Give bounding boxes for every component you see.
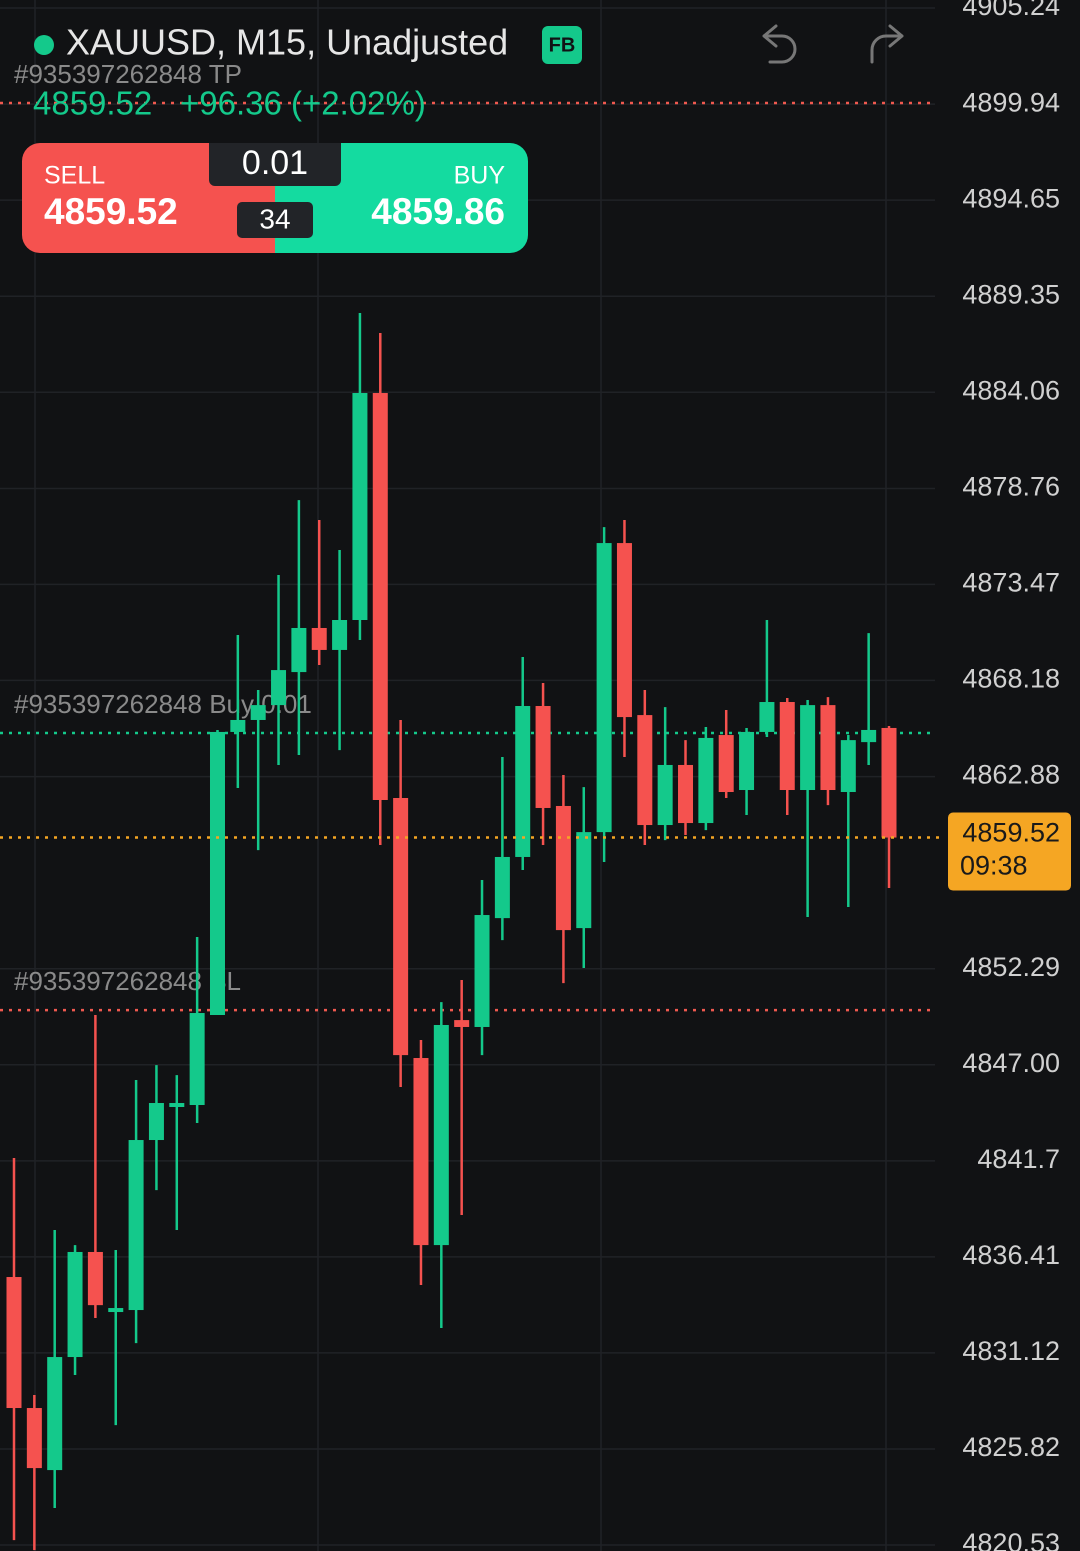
- candle-body: [26, 1408, 42, 1469]
- spread: 34: [259, 203, 290, 234]
- candle-body: [169, 1103, 185, 1108]
- candle-body: [189, 1013, 205, 1106]
- candle-body: [637, 715, 653, 826]
- order-label: #935397262848 Buy 0.01: [14, 689, 312, 719]
- y-tick-label: 4862.88: [962, 760, 1060, 790]
- order-label: #935397262848 SL: [14, 966, 241, 996]
- candles: [6, 312, 897, 1551]
- candle-body: [250, 705, 266, 720]
- countdown: 09:38: [960, 851, 1028, 881]
- chart-title: XAUUSD, M15, Unadjusted: [66, 22, 508, 63]
- y-tick-label: 4852.29: [962, 952, 1060, 982]
- sell-label: SELL: [44, 162, 105, 190]
- current-price-box: [948, 812, 1071, 891]
- y-tick-label: 4878.76: [962, 472, 1060, 502]
- candle-body: [840, 740, 856, 793]
- y-tick-label: 4841.7: [977, 1144, 1060, 1174]
- candle-body: [820, 705, 836, 791]
- candle-body: [678, 764, 694, 824]
- candle-body: [759, 702, 775, 732]
- candle-body: [881, 727, 897, 838]
- candle-body: [108, 1308, 124, 1313]
- y-tick-label: 4884.06: [962, 375, 1060, 405]
- buy-label: BUY: [454, 162, 506, 190]
- candle-body: [413, 1058, 429, 1246]
- sell-price: 4859.52: [44, 191, 178, 232]
- y-tick-label: 4899.94: [962, 87, 1060, 117]
- status-dot: [34, 35, 54, 55]
- y-tick-label: 4836.41: [962, 1240, 1060, 1270]
- candle-body: [779, 702, 795, 791]
- candle-body: [535, 706, 551, 808]
- y-tick-label: 4873.47: [962, 568, 1060, 598]
- price-change: +96.36 (+2.02%): [180, 85, 426, 122]
- spread-box: [237, 202, 313, 238]
- candle-body: [474, 915, 490, 1027]
- redo-icon[interactable]: [870, 24, 904, 64]
- y-tick-label: 4905.24: [962, 0, 1060, 21]
- candle-body: [739, 731, 755, 791]
- candle-body: [861, 729, 877, 743]
- current-price-label: 4859.52: [962, 818, 1060, 848]
- candle-body: [800, 705, 816, 791]
- y-tick-label: 4889.35: [962, 279, 1060, 309]
- y-axis: 4905.24 4899.94 4894.65 4889.35 4884.06 4878.…: [962, 0, 1060, 1551]
- order-label: #935397262848 TP: [14, 59, 242, 89]
- candle-body: [209, 731, 225, 1016]
- candle-body: [332, 620, 348, 650]
- candle-body: [616, 543, 632, 718]
- candle-body: [6, 1277, 22, 1409]
- grid: [0, 7, 935, 1546]
- trade-panel: SELL 4859.52 BUY 4859.86 0.01 34: [22, 143, 528, 253]
- candle-body: [87, 1251, 103, 1306]
- candle-body: [47, 1357, 63, 1471]
- y-tick-label: 4825.82: [962, 1432, 1060, 1462]
- lot-box[interactable]: [209, 143, 341, 186]
- candle-body: [698, 737, 714, 824]
- candle-body: [596, 543, 612, 833]
- candle-body: [454, 1020, 470, 1027]
- badge[interactable]: [542, 26, 582, 64]
- candle-body: [352, 393, 368, 621]
- candle-body: [372, 393, 388, 800]
- candle-body: [67, 1251, 83, 1358]
- y-tick-label: 4868.18: [962, 664, 1060, 694]
- candle-body: [718, 735, 734, 793]
- y-tick-label: 4820.53: [962, 1528, 1060, 1551]
- candle-body: [271, 670, 287, 706]
- candle-body: [291, 627, 307, 673]
- candle-body: [555, 805, 571, 931]
- y-tick-label: 4831.12: [962, 1336, 1060, 1366]
- badge-text: FB: [549, 34, 576, 56]
- buy-price: 4859.86: [371, 191, 505, 232]
- candle-body: [433, 1024, 449, 1246]
- candle-body: [494, 856, 510, 919]
- candle-body: [128, 1140, 144, 1311]
- undo-icon[interactable]: [762, 24, 797, 64]
- candle-body: [311, 627, 327, 650]
- last-price: 4859.52: [33, 85, 152, 122]
- candle-body: [657, 764, 673, 826]
- candle-body: [515, 706, 531, 857]
- candle-body: [576, 832, 592, 929]
- candle-body: [230, 719, 246, 732]
- candle-body: [148, 1103, 164, 1141]
- y-tick-label: 4894.65: [962, 183, 1060, 213]
- lot-size: 0.01: [242, 144, 308, 182]
- candle-body: [393, 797, 409, 1056]
- y-tick-label: 4847.00: [962, 1048, 1060, 1078]
